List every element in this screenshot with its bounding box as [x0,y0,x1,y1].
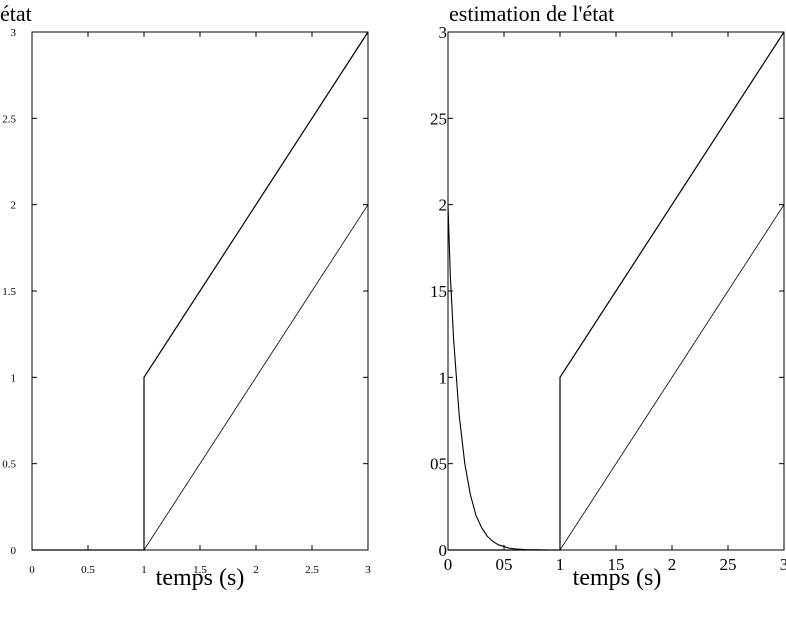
x-tick-label: 2 [253,564,259,576]
x-tick-label: 3 [780,555,786,574]
x-tick-label: 0 [29,564,35,576]
y-tick-label: 3 [11,27,17,39]
y-tick-label: 3 [439,23,448,42]
y-tick-label: 05 [430,455,447,474]
x-axis: 0 05 1 15 2 25 3 [444,32,786,574]
y-axis: 0 05 1 15 2 25 3 [430,23,784,560]
series-line-1 [32,31,369,551]
x-axis-label: temps (s) [573,565,662,591]
series-group [447,31,785,551]
y-tick-label: 15 [430,282,447,301]
x-tick-label: 05 [496,555,513,574]
chart-title: état [0,1,32,26]
y-tick-label: 1 [11,372,17,384]
x-axis-label: temps (s) [156,565,245,591]
y-tick-label: 25 [430,109,447,128]
series-line-2 [32,204,369,551]
y-tick-label: 0 [439,541,448,560]
x-tick-label: 1 [556,555,565,574]
y-axis: 0 0.5 1 1.5 2 2.5 3 [2,27,368,557]
x-tick-label: 15 [608,555,625,574]
y-tick-label: 2.5 [2,113,16,125]
x-tick-label: 1 [141,564,147,576]
series-line-3 [447,204,560,551]
y-tick-label: 0 [11,545,17,557]
x-tick-label: 3 [365,564,371,576]
y-tick-label: 1 [439,368,448,387]
y-tick-label: 1.5 [2,286,16,298]
y-tick-label: 2 [11,200,17,212]
y-tick-label: 0.5 [2,459,16,471]
x-tick-label: 2.5 [305,564,319,576]
chart-title: estimation de l'état [449,1,614,26]
x-tick-label: 1.5 [193,564,207,576]
series-line-1 [448,31,785,551]
x-tick-label: 0 [444,555,453,574]
y-tick-label: 2 [439,196,448,215]
chart-etat: état 0 0.5 1 1.5 2 2.5 3 0 0.5 1 1.5 2 2.5 3 temps (… [0,1,371,591]
x-tick-label: 0.5 [81,564,95,576]
x-axis: 0 0.5 1 1.5 2 2.5 3 [29,32,371,576]
x-tick-label: 2 [668,555,677,574]
chart-estimation-etat: estimation de l'état 0 05 1 15 2 25 3 0 05 1 15 2 2… [430,1,786,591]
x-tick-label: 25 [720,555,737,574]
series-group [32,31,369,551]
series-line-2 [448,204,785,551]
